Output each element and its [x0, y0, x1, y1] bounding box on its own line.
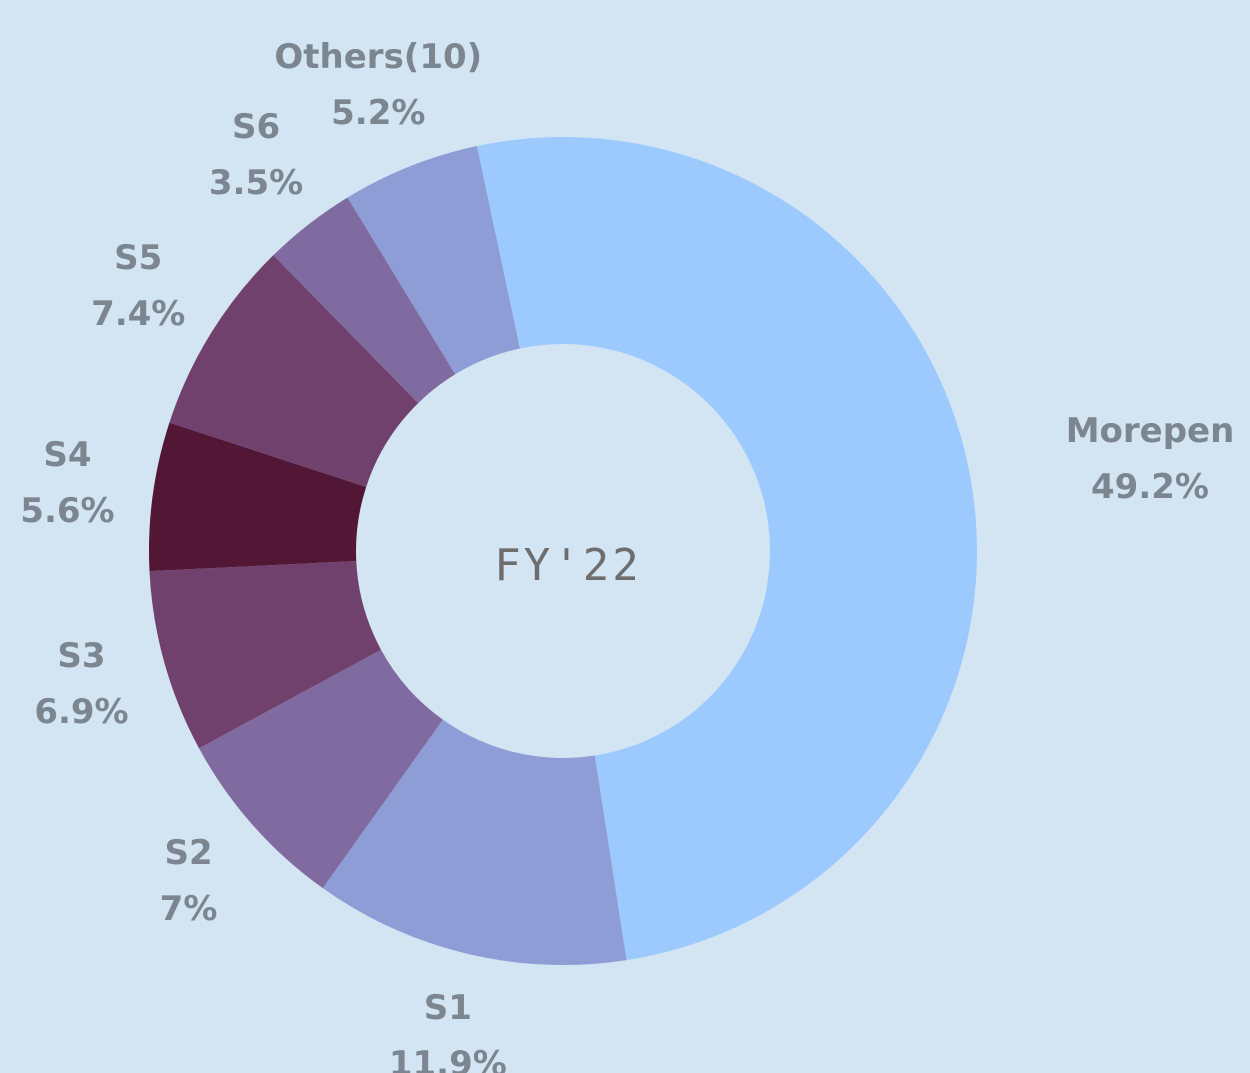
slice [347, 146, 520, 375]
slice-value: 7% [160, 889, 218, 929]
slice-value: 11.9% [389, 1044, 507, 1073]
slice-name: S6 [232, 107, 280, 147]
slice-value: 5.2% [331, 93, 425, 133]
slice-value: 3.5% [209, 163, 303, 203]
slice [199, 649, 443, 889]
slice [322, 719, 627, 966]
slice [169, 255, 419, 487]
slice [476, 136, 978, 961]
center-label: FY'22 [494, 540, 641, 591]
slice [273, 197, 456, 404]
slice-name: S5 [114, 238, 162, 278]
slice-name: S4 [43, 435, 91, 475]
slice-value: 49.2% [1091, 467, 1209, 507]
slice-value: 5.6% [20, 491, 114, 531]
slice-name: Morepen [1066, 411, 1235, 451]
slice-name: S1 [424, 988, 472, 1028]
slice [149, 561, 382, 749]
slice [149, 422, 367, 572]
slice-name: Others(10) [274, 37, 482, 77]
slice-name: S2 [164, 833, 212, 873]
slice-value: 6.9% [34, 692, 128, 732]
slice-value: 7.4% [91, 294, 185, 334]
slice-name: S3 [57, 636, 105, 676]
